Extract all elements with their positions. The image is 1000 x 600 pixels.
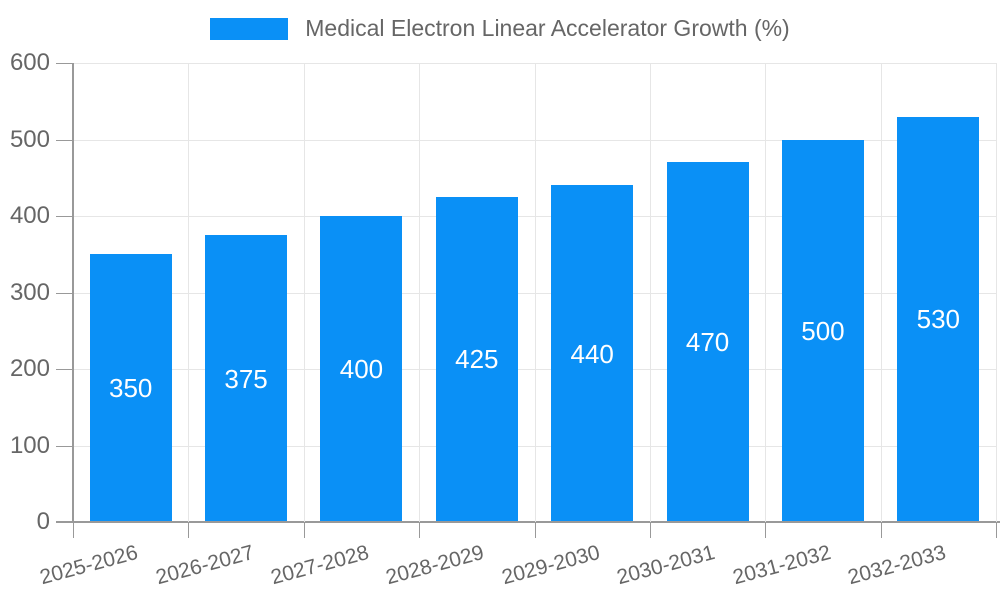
bar[interactable] <box>781 139 864 521</box>
x-axis-label: 2026-2027 <box>153 541 257 590</box>
x-axis-label: 2029-2030 <box>499 541 603 590</box>
bar-value-label: 530 <box>916 304 960 335</box>
y-tick <box>56 292 73 294</box>
x-axis-line <box>56 521 1000 523</box>
x-tick <box>303 522 305 538</box>
x-axis-label: 2032-2033 <box>845 541 949 590</box>
x-tick <box>765 522 767 538</box>
y-axis-label: 200 <box>9 355 50 382</box>
x-tick <box>649 522 651 538</box>
x-tick <box>996 522 997 538</box>
legend-swatch <box>210 17 289 40</box>
y-axis-label: 0 <box>36 508 50 535</box>
y-axis-label: 400 <box>9 202 50 229</box>
bar-value-label: 440 <box>570 338 614 369</box>
y-tick <box>56 63 73 64</box>
bar[interactable] <box>320 216 403 521</box>
legend-item[interactable]: Medical Electron Linear Accelerator Grow… <box>210 15 790 42</box>
bar-value-label: 375 <box>224 363 268 394</box>
x-axis-label: 2025-2026 <box>37 541 141 590</box>
y-tick <box>56 369 73 370</box>
y-tick <box>56 216 73 217</box>
bar[interactable] <box>666 162 749 521</box>
y-tick <box>56 139 73 141</box>
v-gridline <box>765 63 767 522</box>
v-gridline <box>649 63 651 522</box>
x-axis-label: 2030-2031 <box>614 541 718 590</box>
y-axis-label: 600 <box>9 49 50 76</box>
x-tick <box>534 522 536 538</box>
y-axis-line <box>72 63 74 522</box>
x-tick <box>188 522 190 538</box>
bar[interactable] <box>551 185 634 521</box>
v-gridline <box>880 63 882 522</box>
bar[interactable] <box>897 116 980 521</box>
x-tick <box>419 522 421 538</box>
bar-value-label: 470 <box>685 327 730 358</box>
bar-value-label: 400 <box>339 354 384 384</box>
bar-value-label: 500 <box>801 315 845 346</box>
x-axis-label: 2031-2032 <box>729 541 833 590</box>
x-tick <box>73 522 74 538</box>
x-tick <box>880 522 882 538</box>
v-gridline <box>996 63 997 522</box>
y-axis-label: 500 <box>9 125 50 153</box>
bar[interactable] <box>435 196 518 521</box>
y-tick <box>56 445 73 447</box>
x-axis-label: 2027-2028 <box>268 541 372 590</box>
x-axis-label: 2028-2029 <box>383 541 487 590</box>
bar-value-label: 425 <box>455 344 499 375</box>
bar[interactable] <box>89 254 172 521</box>
y-axis-label: 100 <box>9 431 50 459</box>
v-gridline <box>534 63 536 522</box>
legend-label: Medical Electron Linear Accelerator Grow… <box>305 15 790 41</box>
v-gridline <box>188 63 190 522</box>
y-axis-label: 300 <box>9 278 50 306</box>
legend: Medical Electron Linear Accelerator Grow… <box>0 15 1000 42</box>
v-gridline <box>303 63 305 522</box>
bar-value-label: 350 <box>108 373 153 404</box>
v-gridline <box>419 63 421 522</box>
bar[interactable] <box>205 235 288 521</box>
